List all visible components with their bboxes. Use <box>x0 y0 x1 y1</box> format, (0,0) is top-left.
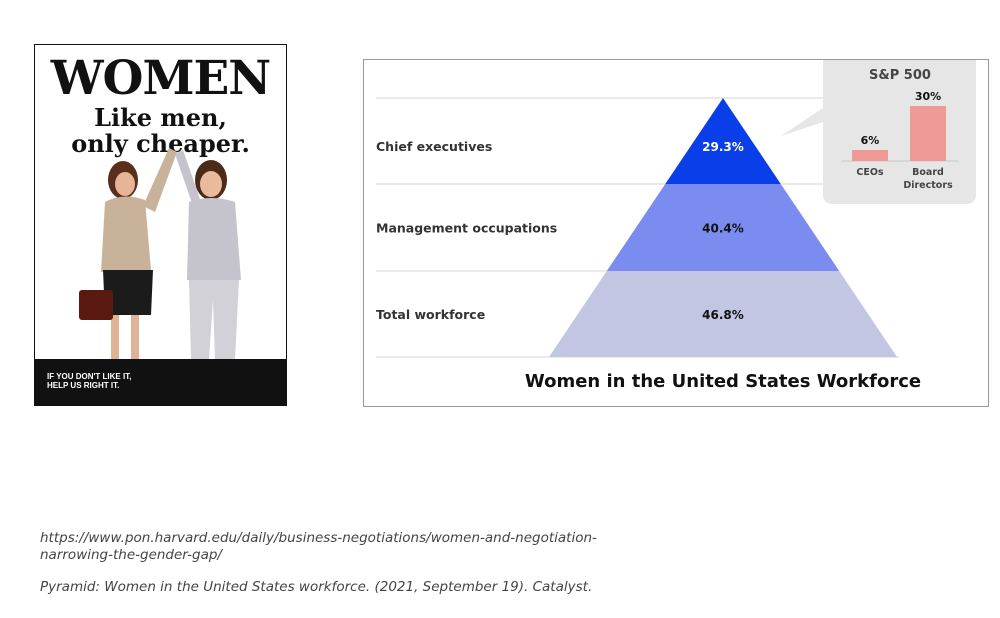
sp500-category-label: CEOs <box>856 167 884 178</box>
poster-footer-line2: HELP US RIGHT IT. <box>47 381 120 390</box>
poster-footer-band: IF YOU DON'T LIKE IT, HELP US RIGHT IT. <box>35 359 286 405</box>
sp500-bar <box>910 106 946 161</box>
pyramid-tier-3 <box>549 271 897 357</box>
poster-footer-text: IF YOU DON'T LIKE IT, HELP US RIGHT IT. <box>47 372 157 390</box>
sp500-bar <box>852 150 888 161</box>
pyramid-tier-2 <box>606 184 840 271</box>
sp500-callout-bubble <box>781 60 976 204</box>
pyramid-value-label: 46.8% <box>702 308 744 322</box>
poster-footer-line1: IF YOU DON'T LIKE IT, <box>47 372 132 381</box>
pyramid-tier-1 <box>665 98 781 184</box>
poster-headline: WOMEN Like men, only cheaper. <box>35 53 286 157</box>
source-url-caption: https://www.pon.harvard.edu/daily/busine… <box>40 530 597 563</box>
pyramid-category-label: Total workforce <box>376 307 485 322</box>
poster-subtitle-line2: only cheaper. <box>71 129 250 158</box>
sp500-value-label: 6% <box>861 134 880 147</box>
sp500-category-label: Board Directors <box>903 167 953 191</box>
women-poster-image: WOMEN Like men, only cheaper. IF YOU DON… <box>34 44 287 406</box>
pyramid-category-label: Management occupations <box>376 221 557 236</box>
pyramid-source-caption: Pyramid: Women in the United States work… <box>40 579 593 595</box>
pyramid-chart: Chief executives 29.3% Management occupati… <box>376 60 976 392</box>
poster-subtitle-line1: Like men, <box>94 103 227 132</box>
sp500-chart-title: S&P 500 <box>869 68 931 83</box>
pyramid-value-label: 29.3% <box>702 140 744 154</box>
pyramid-chart-panel: Chief executives 29.3% Management occupati… <box>363 59 989 407</box>
pyramid-category-label: Chief executives <box>376 139 492 154</box>
poster-title: WOMEN <box>50 51 272 106</box>
sp500-value-label: 30% <box>915 90 941 103</box>
pyramid-chart-title: Women in the United States Workforce <box>525 371 921 392</box>
pyramid-value-label: 40.4% <box>702 222 744 236</box>
high-five-women-illustration <box>79 148 241 360</box>
